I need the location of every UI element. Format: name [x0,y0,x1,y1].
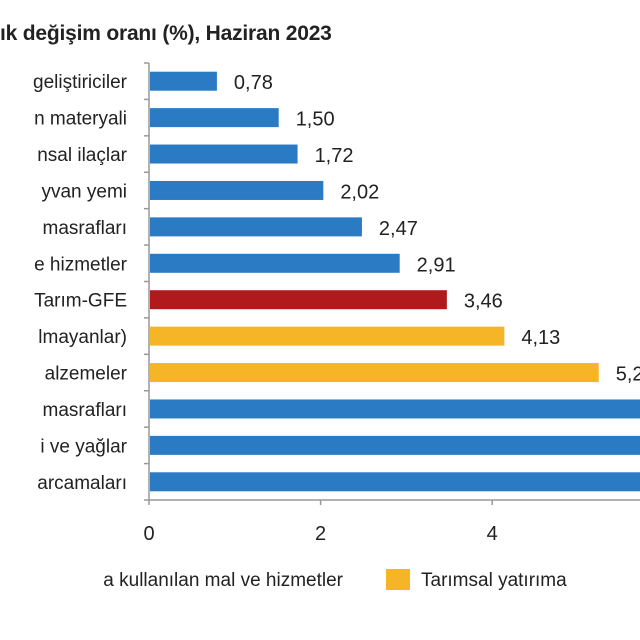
legend-swatch [386,569,410,590]
value-label: 1,72 [315,145,354,167]
bar [150,326,505,346]
category-label: alzemeler [45,364,128,385]
value-label: 2,47 [379,218,418,240]
category-label: Tarım-GFE [34,291,127,312]
category-label: e hizmetler [34,254,128,275]
legend-label: a kullanılan mal ve hizmetler [103,570,343,591]
value-label: 5,23 [616,364,640,386]
category-label: n materyali [34,109,127,130]
bar [150,108,279,128]
value-label: 3,46 [464,291,503,313]
category-label: lmayanlar) [38,327,127,348]
bar [150,217,362,237]
value-label: 2,91 [417,254,456,276]
category-label: masrafları [43,400,127,421]
value-label: 1,50 [296,109,335,131]
x-tick-label: 2 [315,523,326,545]
chart-title: ık değişim oranı (%), Haziran 2023 [0,22,332,45]
legend-label: Tarımsal yatırıma [421,570,567,591]
bar [150,363,599,383]
bar [150,253,400,273]
bar [150,399,640,419]
bar [150,180,324,200]
x-tick-label: 0 [143,523,154,545]
bar [150,290,447,310]
category-label: geliştiriciler [33,72,128,93]
value-label: 4,13 [521,327,560,349]
value-label: 2,02 [340,181,379,203]
category-label: masrafları [43,218,127,239]
category-label: arcamaları [37,473,127,494]
bar [150,71,217,91]
category-label: yvan yemi [41,181,127,202]
category-label: nsal ilaçlar [37,145,127,166]
bar [150,472,640,492]
x-tick-label: 4 [487,523,498,545]
bar [150,435,640,455]
bar [150,144,298,164]
value-label: 0,78 [234,72,273,94]
category-label: i ve yağlar [40,436,127,457]
